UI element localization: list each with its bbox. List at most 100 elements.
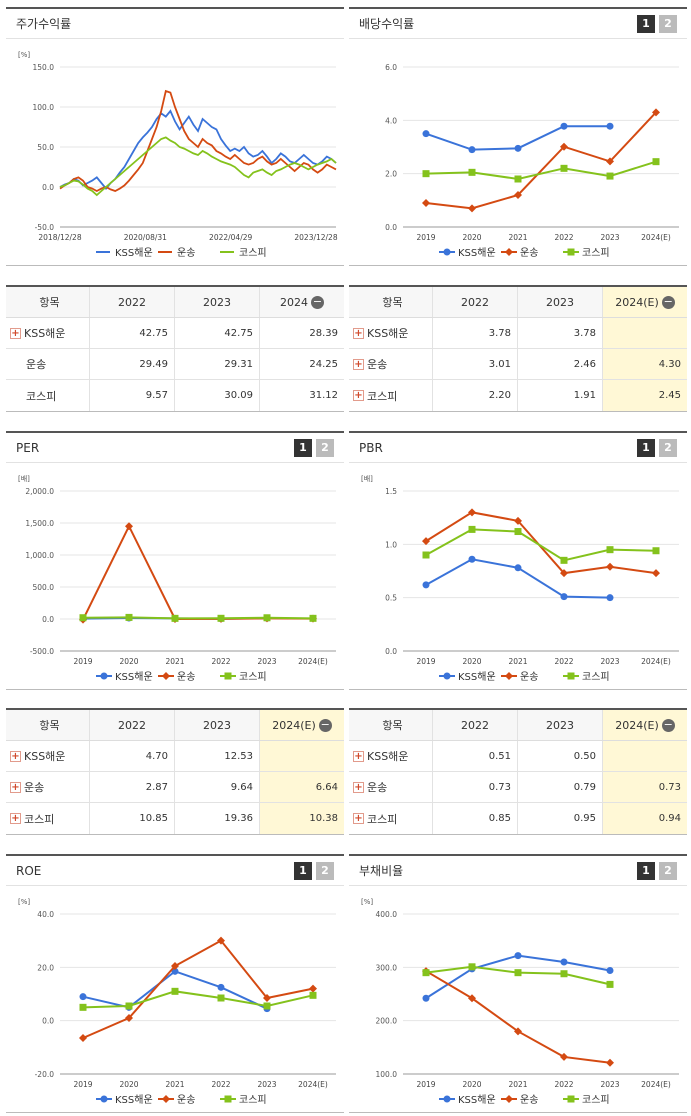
value-cell: 9.57: [90, 380, 175, 411]
expand-icon[interactable]: +: [353, 390, 364, 401]
page-2-button[interactable]: 2: [316, 861, 334, 880]
expand-icon[interactable]: +: [353, 327, 364, 339]
data-point: [514, 952, 522, 960]
data-point: [468, 963, 476, 971]
header-cell: 2022: [433, 710, 518, 740]
row-name-cell[interactable]: + 코스피: [349, 380, 433, 411]
row-name-cell[interactable]: + KSS해운: [6, 741, 90, 771]
y-tick-label: 100.0: [376, 1070, 398, 1079]
x-tick-label: 2019: [416, 1080, 435, 1089]
header-cell: 항목: [6, 710, 90, 740]
header-cell: 2022: [90, 287, 175, 317]
page-1-button[interactable]: 1: [637, 438, 655, 457]
data-point: [652, 547, 660, 555]
page-1-button[interactable]: 1: [637, 861, 655, 880]
y-tick-label: 1.0: [385, 540, 397, 549]
expand-icon[interactable]: +: [10, 327, 21, 339]
data-point: [606, 546, 614, 554]
header-label: 2023: [203, 718, 231, 732]
value-cell: 29.49: [90, 349, 175, 379]
y-tick-label: 500.0: [33, 583, 55, 592]
series-line: [425, 111, 657, 210]
legend-label: 운송: [177, 1094, 195, 1106]
x-tick-label: 2019: [416, 233, 435, 242]
page-1-button[interactable]: 1: [294, 438, 312, 457]
legend-label: KSS해운: [458, 246, 496, 259]
data-point: [171, 987, 179, 995]
header-label: 항목: [382, 296, 403, 309]
legend-label: 운송: [177, 671, 195, 683]
row-name-cell[interactable]: + 코스피: [6, 803, 90, 834]
value-cell: 4.30: [603, 349, 687, 379]
expand-icon[interactable]: +: [353, 781, 364, 793]
page-1-button[interactable]: 1: [637, 14, 655, 33]
row-name-cell[interactable]: + 운송: [349, 772, 433, 802]
legend-label: 운송: [520, 1094, 538, 1106]
table-header: 항목 2022 2023 2024(E) −: [349, 287, 687, 318]
data-point: [263, 994, 271, 1002]
data-point: [560, 593, 568, 601]
data-point: [560, 142, 568, 151]
value-cell: 2.87: [90, 772, 175, 802]
collapse-icon[interactable]: −: [661, 717, 675, 732]
legend-marker: [162, 1095, 170, 1103]
x-tick-label: 2023: [600, 657, 619, 666]
page-1-button[interactable]: 1: [294, 861, 312, 880]
page-2-button[interactable]: 2: [316, 438, 334, 457]
data-point: [606, 562, 614, 571]
x-tick-label: 2019: [73, 1080, 92, 1089]
expand-icon[interactable]: +: [353, 813, 364, 824]
header-label: 항목: [39, 296, 60, 309]
data-point: [606, 967, 614, 975]
collapse-icon[interactable]: −: [318, 717, 332, 732]
row-name: KSS해운: [367, 327, 409, 340]
panel-title: ROE: [16, 863, 42, 878]
legend-marker: [505, 248, 513, 256]
collapse-icon[interactable]: −: [661, 294, 675, 309]
expand-icon[interactable]: +: [10, 750, 21, 762]
x-tick-label: 2019: [416, 657, 435, 666]
row-name-cell[interactable]: + KSS해운: [349, 741, 433, 771]
expand-icon[interactable]: +: [10, 781, 21, 793]
header-label: 2023: [546, 295, 574, 309]
data-point: [171, 967, 179, 975]
collapse-icon[interactable]: −: [311, 294, 324, 309]
row-name-cell[interactable]: + KSS해운: [349, 318, 433, 348]
series-line: [59, 136, 337, 197]
data-point: [309, 614, 317, 622]
x-tick-label: 2024(E): [641, 1080, 671, 1089]
unit-label: [%]: [361, 898, 373, 906]
legend-label: 코스피: [582, 671, 610, 683]
y-tick-label: 0.0: [385, 647, 397, 656]
row-name-cell[interactable]: + KSS해운: [6, 318, 90, 348]
panel-title: PER: [16, 440, 40, 455]
page-2-button[interactable]: 2: [659, 14, 677, 33]
table-header: 항목 2022 2023 2024(E) −: [349, 710, 687, 741]
header-label: 2022: [461, 718, 489, 732]
row-name-cell[interactable]: + 운송: [349, 349, 433, 379]
dividend-yield-chart: 6.0 4.0 2.0 0.0 2019 2020 2021 2022 2023 2024(E) K…: [385, 63, 679, 259]
value-cell: 42.75: [175, 318, 260, 348]
data-point: [514, 175, 522, 183]
row-name-cell[interactable]: + 운송: [6, 772, 90, 802]
per-table: 항목 2022 2023 2024(E) − + KSS해운 4.70 12.53 + 운송 2.87…: [6, 708, 344, 835]
x-tick-label: 2020: [462, 657, 481, 666]
page-2-button[interactable]: 2: [659, 861, 677, 880]
expand-icon[interactable]: +: [10, 813, 21, 824]
x-tick-label: 2022: [554, 233, 573, 242]
y-tick-label: -50.0: [35, 223, 55, 232]
pbr-table: 항목 2022 2023 2024(E) − + KSS해운 0.51 0.50 + 운송 0.73 0…: [349, 708, 687, 835]
legend-marker: [100, 1095, 108, 1103]
data-point: [125, 613, 133, 621]
row-name: KSS해운: [24, 327, 66, 340]
row-name-cell[interactable]: + 코스피: [349, 803, 433, 834]
value-cell: 24.25: [309, 358, 338, 370]
data-point: [468, 555, 476, 563]
expand-icon[interactable]: +: [353, 358, 364, 370]
data-point: [606, 1058, 614, 1067]
expand-icon[interactable]: +: [353, 750, 364, 762]
data-point: [309, 991, 317, 999]
x-tick-label: 2020: [462, 233, 481, 242]
page-2-button[interactable]: 2: [659, 438, 677, 457]
